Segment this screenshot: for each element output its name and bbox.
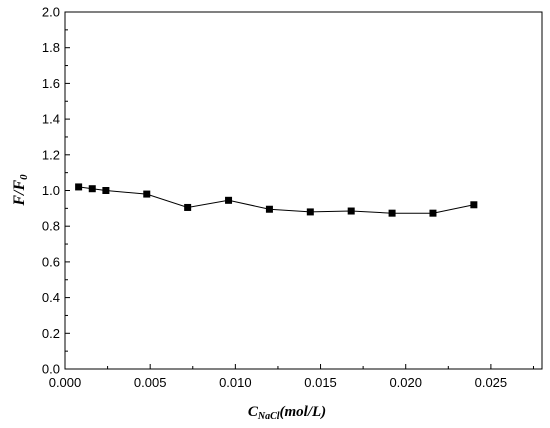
x-tick-label: 0.000	[49, 375, 82, 390]
data-point-marker	[102, 187, 110, 194]
data-series	[75, 183, 478, 217]
y-tick-label: 0.0	[42, 362, 60, 377]
y-tick-label: 2.0	[42, 5, 60, 20]
x-axis-ticks: 0.000 0.005 0.010 0.015 0.020 0.025	[49, 364, 534, 390]
data-point-marker	[429, 209, 437, 217]
data-point-marker	[75, 183, 83, 191]
x-axis-title: CNaCl(mol/L)	[248, 404, 326, 422]
y-axis-title-main: F/F	[11, 180, 28, 207]
y-axis-title: F/F0	[11, 174, 30, 207]
data-point-marker	[347, 207, 355, 215]
data-point-marker	[306, 208, 314, 216]
plot-frame	[64, 11, 543, 370]
x-tick-label: 0.025	[475, 375, 508, 390]
y-tick-label: 1.2	[42, 147, 60, 162]
data-point-marker	[265, 205, 273, 213]
y-tick-label: 1.8	[42, 40, 60, 55]
y-tick-label: 0.2	[42, 326, 60, 341]
y-tick-label: 0.8	[42, 219, 60, 234]
data-point-marker	[88, 185, 96, 193]
y-tick-label: 0.4	[42, 290, 60, 305]
y-tick-label: 1.0	[42, 183, 60, 198]
series-line	[78, 186, 475, 214]
x-axis-title-main: C	[248, 404, 259, 420]
data-point-marker	[225, 196, 233, 204]
y-axis-title-subscript: 0	[18, 174, 30, 180]
data-point-marker	[143, 190, 151, 198]
y-tick-label: 1.4	[42, 112, 60, 127]
y-axis-ticks: 0.0 0.2 0.4 0.6 0.8 1.0 1.2 1.4 1.6 1.8 2.0	[42, 5, 70, 377]
data-point-marker	[388, 209, 396, 217]
x-tick-label: 0.010	[219, 375, 252, 390]
x-tick-label: 0.020	[389, 375, 422, 390]
x-axis-title-subscript: NaCl	[257, 411, 280, 422]
x-tick-label: 0.015	[304, 375, 337, 390]
x-tick-label: 0.005	[134, 375, 167, 390]
y-tick-label: 0.6	[42, 254, 60, 269]
y-tick-label: 1.6	[42, 76, 60, 91]
x-axis-title-unit: (mol/L)	[280, 404, 327, 420]
data-point-marker	[470, 201, 478, 209]
data-point-marker	[184, 203, 192, 211]
